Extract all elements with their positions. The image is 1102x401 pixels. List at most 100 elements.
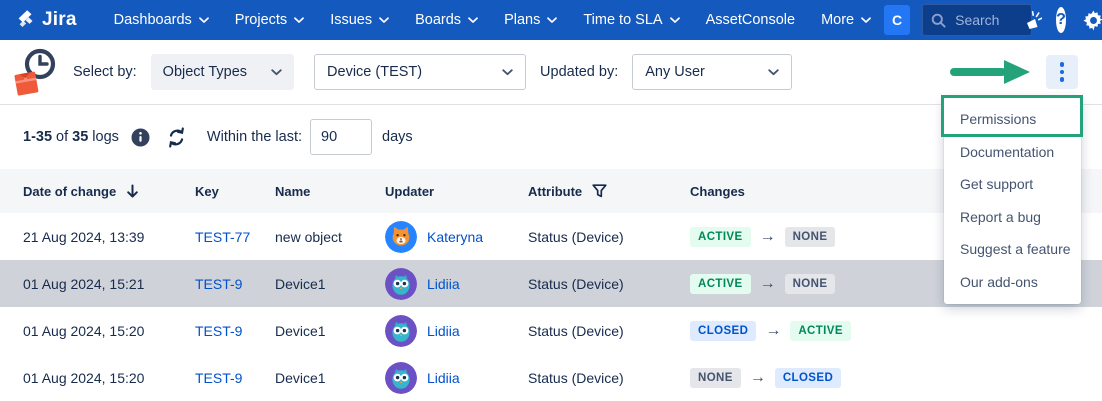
jira-logo[interactable]: Jira (14, 8, 77, 32)
cell-changes: ACTIVE → NONE (690, 226, 1102, 247)
nav-item-more[interactable]: More (821, 12, 871, 28)
results-range: 1-35 (23, 129, 53, 145)
user-select[interactable]: Any User (632, 54, 793, 90)
within-last-label: Within the last: (206, 129, 302, 145)
sort-down-icon[interactable] (126, 184, 139, 199)
filter-bar: Select by: Object Types Device (TEST) Up… (0, 40, 1102, 105)
menu-item-our-add-ons[interactable]: Our add-ons (960, 273, 1038, 290)
megaphone-icon[interactable] (1026, 9, 1043, 31)
nav-item-time-to-sla[interactable]: Time to SLA (583, 12, 680, 28)
select-by-label: Select by: (73, 64, 137, 80)
results-count: 1-35 of 35 logs (23, 129, 119, 145)
cell-name: new object (275, 228, 342, 245)
chevron-down-icon (502, 68, 513, 76)
nav-item-label: Plans (504, 12, 541, 28)
refresh-icon[interactable] (166, 126, 187, 148)
menu-item-permissions[interactable]: Permissions (960, 111, 1037, 128)
cell-attribute: Status (Device) (528, 228, 624, 245)
nav-item-label: Boards (415, 12, 462, 28)
cell-updater-link[interactable]: Lidiia (427, 369, 460, 386)
results-total: 35 (72, 129, 89, 145)
cell-key-link[interactable]: TEST-9 (195, 322, 243, 339)
cell-key-link[interactable]: TEST-77 (195, 228, 251, 245)
table-row: 01 Aug 2024, 15:20 TEST-9 Device1 Lidiia Sta… (0, 307, 1102, 354)
table-body: 21 Aug 2024, 13:39 TEST-77 new object Kater… (0, 213, 1102, 401)
kebab-menu-button[interactable] (1046, 55, 1078, 89)
nav-item-plans[interactable]: Plans (504, 12, 558, 28)
column-header-date-of-change[interactable]: Date of change (23, 184, 195, 199)
column-header-label: Changes (690, 183, 745, 199)
chevron-down-icon (861, 12, 871, 28)
column-header-key[interactable]: Key (195, 184, 275, 199)
cell-name: Device1 (275, 369, 326, 386)
search-box[interactable] (922, 4, 1033, 36)
column-header-changes[interactable]: Changes (690, 184, 1102, 199)
status-badge-from: ACTIVE (690, 226, 751, 247)
of-label: of (56, 129, 69, 145)
cell-changes: CLOSED → ACTIVE (690, 320, 1102, 341)
cell-updater-link[interactable]: Lidiia (427, 275, 460, 292)
menu-item-get-support[interactable]: Get support (960, 176, 1034, 193)
table-row: 01 Aug 2024, 15:21 TEST-9 Device1 Lidiia Sta… (0, 260, 1102, 307)
status-badge-from: NONE (690, 367, 741, 388)
cell-updater-link[interactable]: Lidiia (427, 322, 460, 339)
status-badge-to: NONE (784, 226, 836, 247)
create-button[interactable]: C (884, 5, 911, 35)
nav-menu: Dashboards Projects Issues Boards Plans Time … (101, 12, 885, 28)
cell-date: 01 Aug 2024, 15:20 (23, 369, 145, 386)
owl-avatar (385, 314, 417, 347)
brand-name: Jira (42, 9, 77, 30)
cell-key-link[interactable]: TEST-9 (195, 275, 243, 292)
object-type-select[interactable]: Device (TEST) (314, 54, 527, 90)
object-type-value: Device (TEST) (327, 64, 423, 80)
nav-item-issues[interactable]: Issues (330, 12, 389, 28)
search-input[interactable] (953, 11, 1024, 29)
audit-log-app-icon (13, 47, 59, 97)
chevron-down-icon (768, 68, 779, 76)
help-icon[interactable]: ? (1056, 7, 1066, 33)
jira-logo-icon (14, 8, 38, 32)
nav-item-label: Dashboards (113, 12, 192, 28)
status-badge-from: ACTIVE (690, 273, 751, 294)
nav-item-dashboards[interactable]: Dashboards (114, 12, 209, 28)
column-header-attribute[interactable]: Attribute (528, 184, 690, 199)
nav-item-label: Time to SLA (583, 12, 663, 28)
menu-item-documentation[interactable]: Documentation (960, 143, 1055, 160)
nav-item-boards[interactable]: Boards (415, 12, 478, 28)
settings-gear-icon[interactable] (1082, 9, 1102, 32)
table-row: 21 Aug 2024, 13:39 TEST-77 new object Kater… (0, 213, 1102, 260)
nav-item-label: AssetConsole (705, 12, 796, 28)
cell-attribute: Status (Device) (528, 322, 624, 339)
days-input[interactable] (310, 119, 372, 155)
nav-item-label: More (821, 12, 855, 28)
info-icon[interactable] (131, 128, 150, 147)
nav-item-projects[interactable]: Projects (235, 12, 305, 28)
status-badge-to: NONE (784, 273, 836, 294)
cell-key-link[interactable]: TEST-9 (195, 369, 243, 386)
cell-updater-link[interactable]: Kateryna (427, 228, 484, 245)
status-badge-to: CLOSED (774, 367, 842, 388)
select-mode-value: Object Types (162, 64, 248, 80)
cell-date: 01 Aug 2024, 15:21 (23, 275, 145, 292)
column-header-name[interactable]: Name (275, 184, 385, 199)
filter-icon[interactable] (592, 184, 607, 198)
cell-attribute: Status (Device) (528, 369, 624, 386)
column-header-label: Attribute (528, 183, 583, 199)
days-label: days (382, 129, 413, 145)
column-header-label: Key (195, 183, 219, 199)
chevron-down-icon (198, 12, 209, 28)
chevron-down-icon (271, 68, 282, 76)
user-select-value: Any User (645, 64, 705, 80)
cell-changes: ACTIVE → NONE (690, 273, 1102, 294)
column-header-updater[interactable]: Updater (385, 184, 528, 199)
menu-item-report-a-bug[interactable]: Report a bug (960, 208, 1041, 225)
cell-attribute: Status (Device) (528, 275, 624, 292)
change-arrow-icon: → (749, 368, 766, 386)
select-mode-dropdown[interactable]: Object Types (150, 54, 295, 90)
menu-item-suggest-a-feature[interactable]: Suggest a feature (960, 241, 1071, 258)
chevron-down-icon (547, 12, 558, 28)
nav-item-assetconsole[interactable]: AssetConsole (706, 12, 795, 28)
cat-avatar (385, 220, 417, 253)
